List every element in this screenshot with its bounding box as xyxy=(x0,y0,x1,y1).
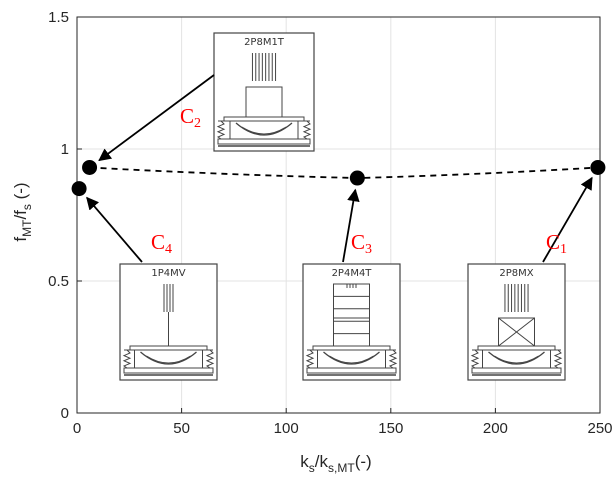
case-label-c2: C2 xyxy=(180,104,201,131)
insets: 2P8MX 2P8M1T 2P4M4T 1P4MV xyxy=(119,32,566,381)
y-tick-label: 0 xyxy=(61,405,69,422)
x-axis-title: ks/ks,MT(-) xyxy=(300,452,371,475)
data-point-c4 xyxy=(71,181,87,197)
inset-1p4mv: 1P4MV xyxy=(119,263,218,381)
case-labels: C1 C2 C3 C4 xyxy=(151,104,567,257)
axis-ticks: 0 50 100 150 200 250 0 0.5 1 1.5 xyxy=(48,9,612,437)
platform xyxy=(477,345,556,351)
bowl-bearing xyxy=(140,351,197,365)
plot-frame xyxy=(76,16,601,414)
bowl-inner xyxy=(241,126,287,135)
base-plate xyxy=(306,367,397,374)
inset-frame xyxy=(467,263,566,381)
inset-frame xyxy=(213,32,315,152)
spring xyxy=(553,349,563,369)
inset-2p4m4t: 2P4M4T xyxy=(302,263,401,381)
platform xyxy=(129,345,208,351)
bowl-bearing xyxy=(235,122,293,136)
spring xyxy=(205,349,215,369)
arrows xyxy=(86,74,593,263)
arrow-c3 xyxy=(342,188,360,263)
inset-label: 1P4MV xyxy=(151,268,185,279)
y-tick-label: 1 xyxy=(61,141,69,158)
inset-2p8m1t: 2P8M1T xyxy=(213,32,315,152)
tower xyxy=(498,317,535,347)
x-tick-label: 50 xyxy=(173,420,190,437)
base-plate xyxy=(217,138,311,145)
x-tick-label: 100 xyxy=(274,420,299,437)
x-tick-label: 0 xyxy=(73,420,81,437)
inset-frame xyxy=(302,263,401,381)
case-label-c3: C3 xyxy=(351,230,372,257)
inset-label: 2P8MX xyxy=(499,268,533,279)
data-point-c3 xyxy=(349,170,365,186)
arrow-c1 xyxy=(542,176,593,263)
spring xyxy=(302,120,312,140)
arrow-c4 xyxy=(86,196,143,263)
brace xyxy=(498,317,535,347)
bowl-bearing xyxy=(488,351,545,365)
spring xyxy=(470,349,480,369)
y-axis-title: fMT/fs (-) xyxy=(11,182,34,241)
data-point-c1 xyxy=(590,159,606,175)
inset-label: 2P4M4T xyxy=(332,268,373,279)
tower xyxy=(333,283,370,347)
spring xyxy=(388,349,398,369)
base-plate xyxy=(471,367,562,374)
case-label-c4: C4 xyxy=(151,230,172,257)
x-tick-label: 200 xyxy=(483,420,508,437)
spring xyxy=(216,120,226,140)
base-plate xyxy=(123,367,214,374)
bowl-inner xyxy=(494,355,539,364)
dashed-curve xyxy=(89,166,598,179)
y-tick-label: 1.5 xyxy=(48,9,69,26)
y-tick-label: 0.5 xyxy=(48,273,69,290)
data-point-c2 xyxy=(82,159,98,175)
case-label-c1: C1 xyxy=(546,230,567,257)
spring xyxy=(122,349,132,369)
bowl-bearing xyxy=(323,351,380,365)
tower xyxy=(245,86,283,118)
inset-label: 2P8M1T xyxy=(244,37,285,48)
data-points xyxy=(71,159,606,197)
spring xyxy=(305,349,315,369)
x-tick-label: 250 xyxy=(587,420,612,437)
arrow-c2 xyxy=(98,74,215,162)
bowl-inner xyxy=(146,355,191,364)
platform xyxy=(223,116,305,122)
x-tick-label: 150 xyxy=(378,420,403,437)
dashed-connection xyxy=(89,166,598,179)
bowl-inner xyxy=(329,355,374,364)
inset-2p8mx: 2P8MX xyxy=(467,263,566,381)
platform xyxy=(312,345,391,351)
